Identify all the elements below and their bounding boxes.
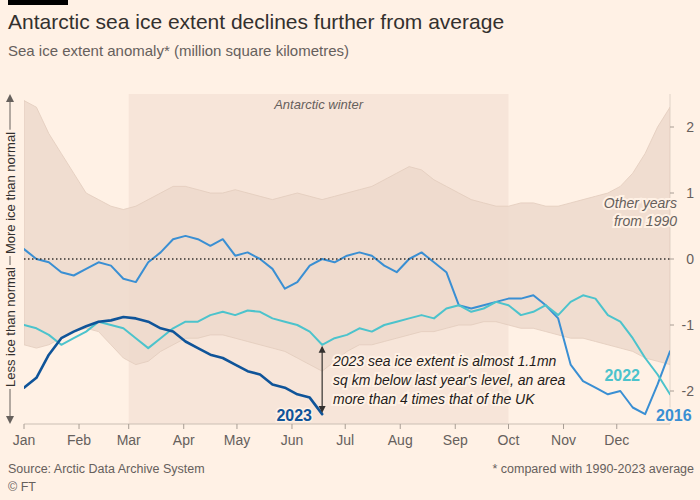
- x-tick: [345, 424, 346, 429]
- winter-label: Antarctic winter: [273, 97, 364, 112]
- x-tick-label: Feb: [67, 432, 91, 448]
- series-label: 2016: [656, 407, 692, 424]
- x-tick: [236, 424, 237, 429]
- x-tick-label: Nov: [551, 432, 576, 448]
- y-tick: [670, 325, 674, 326]
- direction-label: Less ice than normal: [3, 267, 18, 387]
- annotation-line: 2023 sea ice extent is almost 1.1mn: [332, 353, 557, 369]
- y-tick-label: 0: [686, 251, 694, 267]
- series-line: [24, 317, 322, 414]
- band-label-line: Other years: [604, 195, 677, 211]
- title: Antarctic sea ice extent declines furthe…: [8, 10, 504, 33]
- series-label: 2022: [604, 367, 640, 384]
- x-tick: [291, 424, 292, 429]
- subtitle: Sea ice extent anomaly* (million square …: [8, 42, 349, 59]
- series-line: [24, 236, 670, 414]
- y-tick: [670, 193, 674, 194]
- zero-line: [24, 258, 670, 259]
- x-tick-label: May: [224, 432, 250, 448]
- chart-container: Antarctic sea ice extent declines furthe…: [0, 0, 700, 500]
- band-label-line: from 1990: [614, 213, 677, 229]
- y-tick: [670, 259, 674, 260]
- x-tick: [24, 424, 25, 429]
- x-tick-label: Dec: [604, 432, 629, 448]
- x-tick: [455, 424, 456, 429]
- x-tick: [128, 424, 129, 429]
- brand-bar: [8, 0, 68, 5]
- plot-area: [24, 101, 670, 415]
- x-tick: [400, 424, 401, 429]
- direction-label: More ice than normal: [3, 132, 18, 254]
- x-tick: [79, 424, 80, 429]
- series-line: [24, 295, 670, 394]
- chart: Antarctic sea ice extent declines furthe…: [0, 0, 700, 500]
- y-tick: [670, 127, 674, 128]
- y-tick-label: -2: [682, 383, 695, 399]
- x-tick: [508, 424, 509, 429]
- x-tick-label: Jun: [281, 432, 304, 448]
- x-tick-label: Jan: [13, 432, 36, 448]
- y-tick-label: 1: [686, 185, 694, 201]
- annotation-line: more than 4 times that of the UK: [333, 391, 535, 407]
- other-years-band: [24, 101, 670, 372]
- band-label: Other years from 1990: [604, 195, 677, 229]
- x-tick: [616, 424, 617, 429]
- background: [0, 0, 700, 500]
- x-tick-label: Aug: [388, 432, 413, 448]
- x-tick-label: Oct: [498, 432, 520, 448]
- x-axis-line: [24, 424, 670, 425]
- arrow-head: [6, 94, 14, 102]
- arrow-head: [319, 346, 326, 353]
- x-tick: [183, 424, 184, 429]
- x-tick-label: Mar: [117, 432, 141, 448]
- series-label: 2023: [276, 407, 312, 424]
- annotation-line: sq km below last year's level, an area: [333, 372, 565, 388]
- arrow-head: [319, 406, 326, 413]
- x-tick-label: Apr: [173, 432, 195, 448]
- difference-arrow: [322, 348, 323, 411]
- arrow-head: [6, 416, 14, 424]
- note: * compared with 1990-2023 average: [492, 462, 694, 476]
- x-tick-label: Sep: [443, 432, 468, 448]
- x-tick: [563, 424, 564, 429]
- source: Source: Arctic Data Archive System: [8, 462, 205, 476]
- credit: © FT: [8, 480, 36, 494]
- y-tick: [670, 391, 674, 392]
- y-tick-label: -1: [682, 317, 695, 333]
- x-tick-label: Jul: [336, 432, 354, 448]
- y-tick-label: 2: [686, 119, 694, 135]
